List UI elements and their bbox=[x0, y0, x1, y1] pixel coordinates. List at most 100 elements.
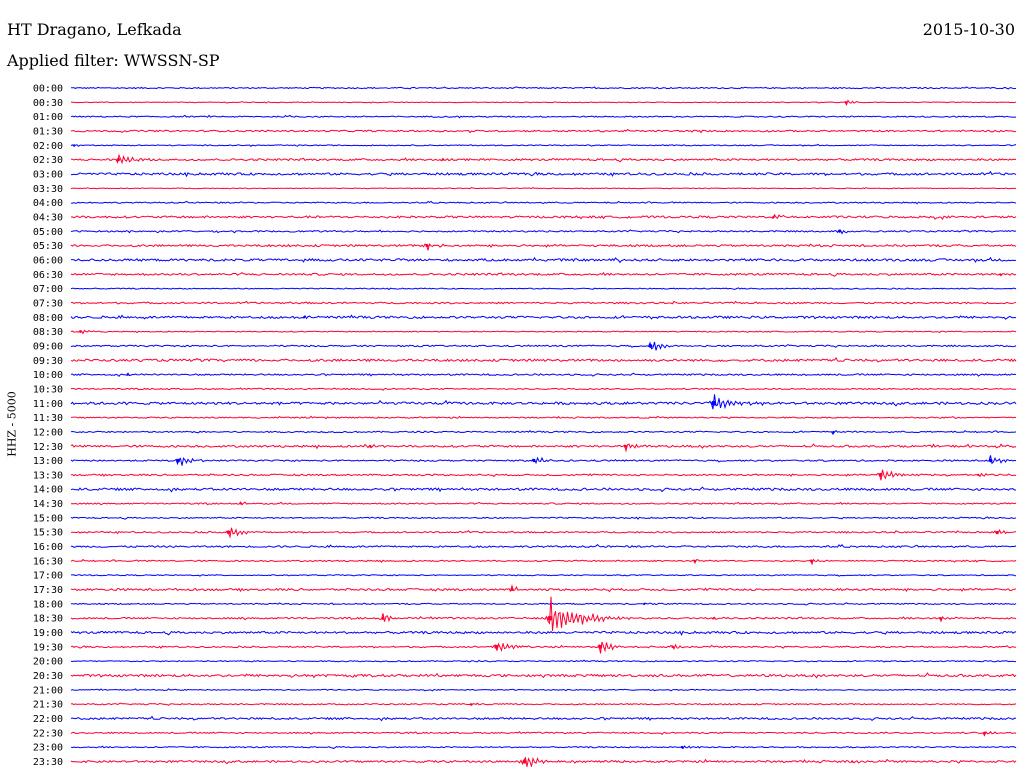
time-tick-label: 06:00 bbox=[33, 255, 63, 266]
event-marker bbox=[303, 316, 306, 319]
trace-row: 02:30 bbox=[33, 153, 1017, 166]
seismic-trace bbox=[71, 170, 1017, 178]
seismic-trace bbox=[70, 469, 1017, 481]
time-tick-label: 11:00 bbox=[33, 399, 63, 410]
trace-row: 03:00 bbox=[33, 169, 1017, 180]
time-tick-label: 05:00 bbox=[33, 227, 63, 238]
time-tick-label: 15:00 bbox=[33, 513, 63, 524]
trace-row: 00:30 bbox=[33, 98, 1017, 109]
trace-row: 10:30 bbox=[33, 384, 1017, 395]
seismic-trace bbox=[70, 641, 1017, 654]
time-tick-label: 13:30 bbox=[33, 470, 63, 481]
event-marker bbox=[510, 588, 514, 591]
trace-row: 21:00 bbox=[33, 685, 1017, 696]
seismic-trace bbox=[70, 243, 1017, 251]
trace-row: 05:00 bbox=[33, 227, 1017, 238]
trace-row: 14:00 bbox=[33, 485, 1016, 496]
trace-row: 10:00 bbox=[33, 370, 1017, 381]
date-label: 2015-10-30 bbox=[922, 20, 1015, 39]
seismic-trace bbox=[70, 455, 1017, 466]
event-marker bbox=[832, 430, 835, 434]
event-marker bbox=[772, 215, 775, 219]
event-marker bbox=[469, 703, 473, 706]
trace-row: 18:30 bbox=[33, 596, 1017, 631]
event-marker bbox=[240, 502, 243, 505]
time-tick-label: 23:30 bbox=[33, 757, 63, 768]
seismic-trace bbox=[70, 356, 1017, 363]
event-marker bbox=[73, 144, 76, 147]
seismic-trace bbox=[71, 86, 1017, 90]
seismic-trace bbox=[70, 300, 1017, 305]
time-tick-label: 02:30 bbox=[33, 155, 63, 166]
time-tick-label: 05:30 bbox=[33, 241, 63, 252]
time-tick-label: 14:00 bbox=[33, 485, 63, 496]
time-tick-label: 21:30 bbox=[33, 700, 63, 711]
time-tick-label: 07:00 bbox=[33, 284, 63, 295]
event-marker bbox=[381, 616, 385, 620]
trace-row: 22:30 bbox=[33, 728, 1017, 739]
time-tick-label: 14:30 bbox=[33, 499, 63, 510]
time-tick-label: 00:00 bbox=[33, 84, 63, 95]
seismic-trace bbox=[70, 143, 1017, 147]
seismic-trace bbox=[70, 372, 1017, 378]
time-tick-label: 10:30 bbox=[33, 384, 63, 395]
seismic-trace bbox=[70, 584, 1017, 593]
seismic-trace bbox=[70, 443, 1017, 453]
seismic-trace bbox=[70, 672, 1017, 679]
event-marker bbox=[693, 559, 696, 562]
time-tick-label: 11:30 bbox=[33, 413, 63, 424]
time-tick-label: 10:00 bbox=[33, 370, 63, 381]
seismic-trace bbox=[70, 527, 1016, 539]
trace-row: 16:30 bbox=[33, 556, 1017, 567]
seismic-trace bbox=[70, 114, 1017, 119]
seismic-trace bbox=[70, 596, 1017, 631]
event-marker bbox=[226, 530, 231, 535]
seismic-trace bbox=[70, 688, 1017, 692]
time-tick-label: 00:30 bbox=[33, 98, 63, 109]
event-marker bbox=[598, 644, 603, 649]
seismic-trace bbox=[70, 486, 1016, 493]
seismic-trace bbox=[70, 702, 1017, 707]
time-tick-label: 02:00 bbox=[33, 141, 63, 152]
seismic-trace bbox=[70, 745, 1017, 750]
seismic-trace bbox=[70, 501, 1017, 506]
trace-row: 13:00 bbox=[33, 455, 1017, 467]
trace-row: 09:30 bbox=[33, 356, 1017, 367]
event-marker bbox=[989, 458, 993, 463]
trace-row: 11:00 bbox=[33, 394, 1017, 410]
trace-row: 12:30 bbox=[33, 442, 1017, 453]
event-marker bbox=[851, 760, 854, 763]
seismic-trace bbox=[71, 256, 1017, 264]
seismic-trace bbox=[70, 187, 1017, 190]
seismic-trace bbox=[70, 341, 1017, 351]
trace-row: 01:00 bbox=[33, 112, 1017, 123]
time-tick-label: 17:30 bbox=[33, 585, 63, 596]
trace-row: 07:00 bbox=[33, 284, 1017, 295]
seismic-trace bbox=[70, 544, 1017, 549]
trace-row: 17:00 bbox=[33, 571, 1017, 582]
event-marker bbox=[939, 616, 942, 620]
seismic-trace bbox=[70, 630, 1017, 637]
time-tick-label: 04:00 bbox=[33, 198, 63, 209]
time-tick-label: 03:30 bbox=[33, 184, 63, 195]
trace-row: 06:00 bbox=[33, 255, 1017, 266]
time-tick-label: 12:30 bbox=[33, 442, 63, 453]
trace-row: 08:00 bbox=[33, 313, 1017, 324]
seismic-trace bbox=[70, 387, 1017, 391]
seismic-trace bbox=[70, 128, 1017, 134]
time-tick-label: 19:00 bbox=[33, 628, 63, 639]
time-tick-label: 08:30 bbox=[33, 327, 63, 338]
trace-row: 15:30 bbox=[33, 527, 1016, 539]
trace-row: 13:30 bbox=[33, 469, 1017, 481]
event-marker bbox=[547, 615, 553, 621]
trace-row: 00:00 bbox=[33, 84, 1017, 95]
time-tick-label: 22:00 bbox=[33, 714, 63, 725]
seismic-trace bbox=[70, 516, 1017, 520]
event-marker bbox=[126, 373, 129, 376]
event-marker bbox=[712, 617, 715, 620]
seismic-trace bbox=[70, 200, 1017, 205]
station-title: HT Dragano, Lefkada bbox=[7, 20, 182, 39]
event-marker bbox=[369, 445, 372, 448]
time-tick-label: 16:30 bbox=[33, 556, 63, 567]
trace-row: 05:30 bbox=[33, 241, 1017, 252]
